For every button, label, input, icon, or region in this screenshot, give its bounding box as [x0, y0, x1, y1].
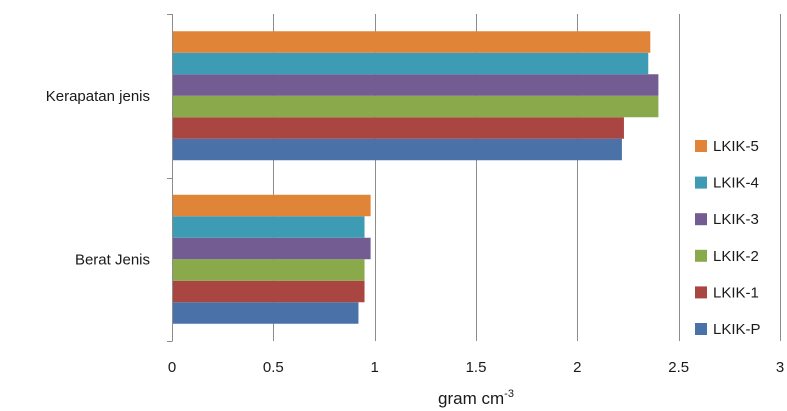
- category-label: Kerapatan jenis: [46, 88, 150, 105]
- legend-item: LKIK-P: [695, 321, 761, 338]
- legend-item: LKIK-2: [695, 248, 759, 265]
- category-label: Berat Jenis: [75, 251, 150, 268]
- legend-label: LKIK-P: [713, 321, 761, 338]
- x-tick-label: 0: [168, 359, 176, 376]
- bar-lkik-5: [173, 194, 371, 217]
- x-tick-label: 2: [573, 359, 581, 376]
- x-axis-title: gram cm-3: [438, 388, 514, 408]
- legend: LKIK-5 LKIK-4 LKIK-3 LKIK-2 LKIK-1 LKIK-P: [695, 138, 761, 338]
- bar-lkik-3: [173, 237, 371, 260]
- axes: [167, 14, 173, 342]
- legend-label: LKIK-5: [713, 138, 759, 155]
- category-labels: Berat Jenis Kerapatan jenis: [46, 88, 150, 269]
- x-tick-label: 0.5: [263, 359, 284, 376]
- legend-swatch: [695, 286, 707, 299]
- legend-swatch: [695, 176, 707, 189]
- legend-label: LKIK-4: [713, 175, 759, 192]
- legend-swatch: [695, 140, 707, 152]
- bar-lkik-p: [173, 138, 622, 161]
- bar-lkik-2: [173, 95, 659, 118]
- legend-item: LKIK-3: [695, 211, 759, 228]
- bar-lkik-4: [173, 216, 365, 238]
- bar-lkik-3: [173, 74, 659, 96]
- legend-item: LKIK-1: [695, 284, 759, 301]
- x-tick-label: 1: [370, 359, 378, 376]
- legend-item: LKIK-4: [695, 175, 759, 192]
- x-tick-label: 3: [776, 359, 784, 376]
- x-axis-title-superscript: -3: [504, 388, 514, 400]
- bar-lkik-2: [173, 259, 365, 281]
- legend-swatch: [695, 323, 707, 335]
- bars: [173, 31, 659, 324]
- legend-swatch: [695, 249, 707, 262]
- x-tick-labels: 0 0.5 1 1.5 2 2.5 3: [168, 359, 784, 376]
- x-tick-label: 2.5: [668, 359, 689, 376]
- bar-lkik-4: [173, 52, 649, 75]
- x-tick-label: 1.5: [466, 359, 487, 376]
- x-axis-title-text: gram cm: [438, 389, 504, 408]
- bar-lkik-p: [173, 302, 359, 324]
- bar-lkik-5: [173, 31, 651, 53]
- legend-label: LKIK-1: [713, 284, 759, 301]
- bar-lkik-1: [173, 280, 365, 303]
- legend-swatch: [695, 213, 707, 226]
- legend-item: LKIK-5: [695, 138, 759, 155]
- legend-label: LKIK-3: [713, 211, 759, 228]
- legend-label: LKIK-2: [713, 248, 759, 265]
- bar-lkik-1: [173, 117, 624, 139]
